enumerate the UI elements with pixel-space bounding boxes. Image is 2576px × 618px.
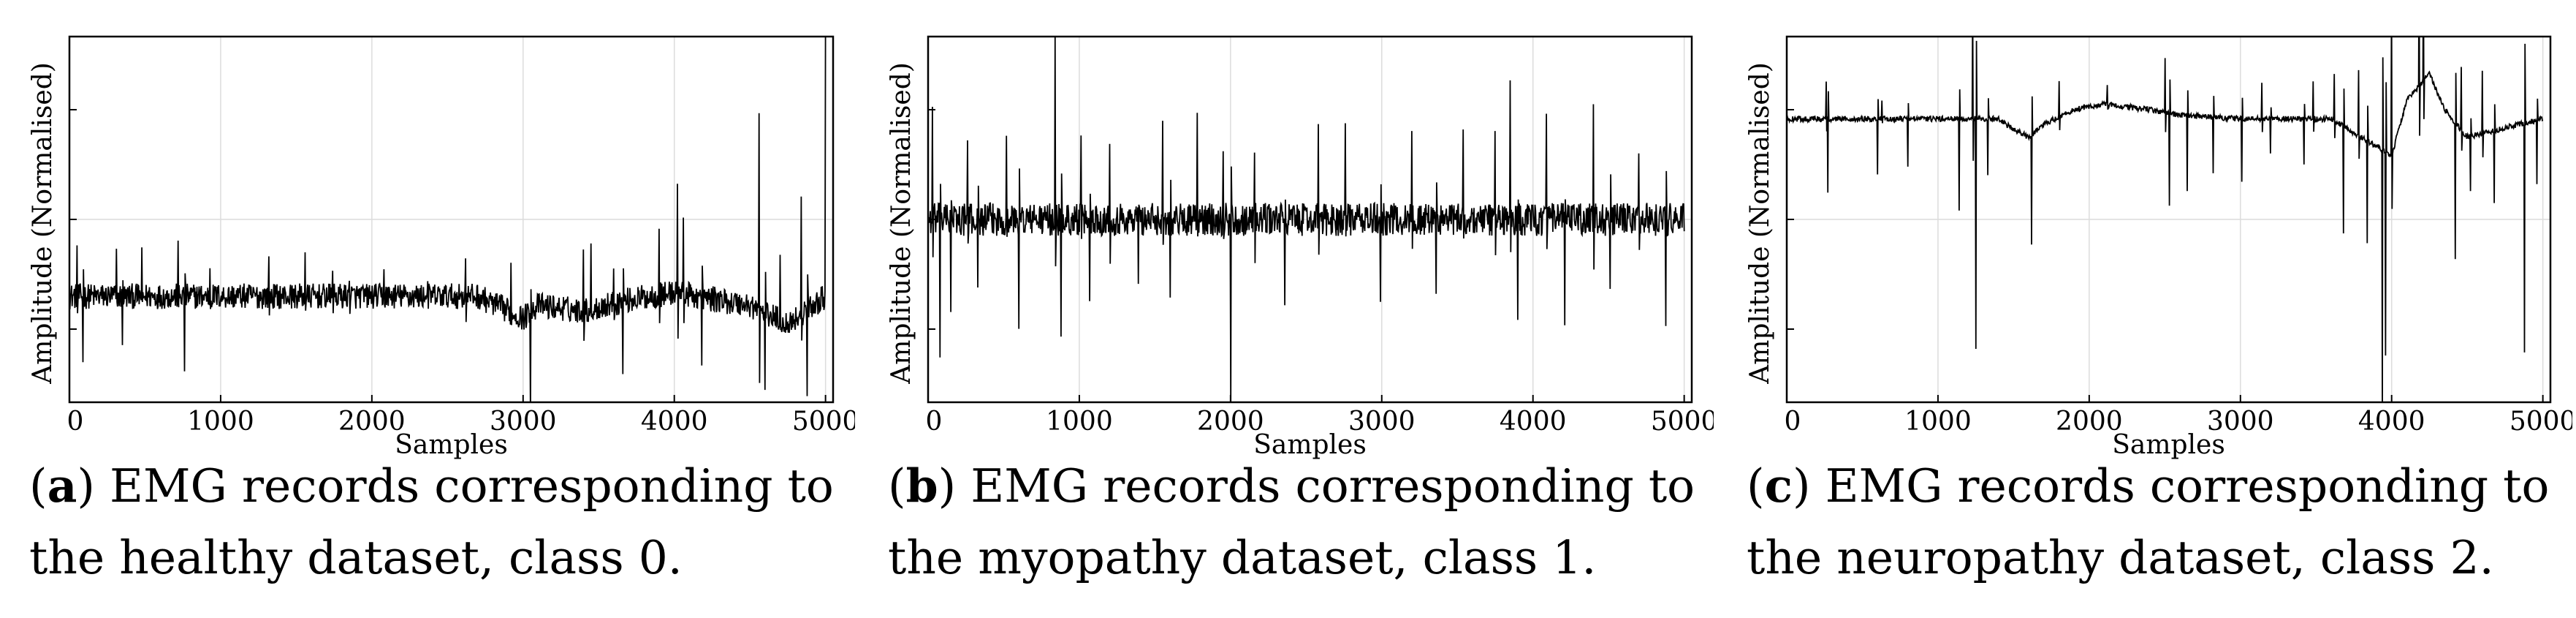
caption-text: ) EMG records corresponding to the healt… [29, 459, 834, 584]
emg-signal-line [928, 37, 1685, 402]
chart-b: 0 1000 2000 3000 4000 5000 Samples Amplitude (N… [886, 35, 1714, 460]
chart-a: 0 1000 2000 3000 4000 5000 Samples Amplitude (N… [28, 35, 855, 460]
emg-signal-line [1787, 37, 2544, 402]
x-tick-label: 0 [926, 407, 943, 437]
y-axis-label: Amplitude (Normalised) [886, 62, 916, 385]
x-tick-label: 2000 [338, 407, 406, 437]
x-tick-label: 2000 [1197, 407, 1264, 437]
chart-c: 0 1000 2000 3000 4000 5000 Samples Amplitude (N… [1745, 35, 2572, 460]
y-axis-label: Amplitude (Normalised) [28, 62, 58, 385]
caption-c: (c) EMG records corresponding to the neu… [1747, 459, 2550, 584]
x-tick-label: 4000 [641, 407, 708, 437]
x-tick-label: 1000 [1904, 407, 1972, 437]
x-axis-label: Samples [395, 430, 508, 460]
x-axis-label: Samples [2112, 430, 2225, 460]
caption-letter: c [1764, 459, 1793, 513]
x-axis-label: Samples [1253, 430, 1367, 460]
x-tick-label: 5000 [792, 407, 855, 437]
caption-letter: b [905, 459, 938, 513]
x-tick-label: 0 [1785, 407, 1801, 437]
x-tick-label: 4000 [1500, 407, 1567, 437]
caption-a: (a) EMG records corresponding to the hea… [29, 459, 834, 584]
x-tick-label: 5000 [1651, 407, 1714, 437]
caption-text: ) EMG records corresponding to the neuro… [1747, 459, 2550, 584]
x-tick-label: 1000 [1046, 407, 1113, 437]
y-axis-label: Amplitude (Normalised) [1745, 62, 1775, 385]
x-tick-label: 1000 [187, 407, 254, 437]
x-tick-label: 3000 [490, 407, 557, 437]
x-tick-label: 4000 [2358, 407, 2425, 437]
chart-panel-a: 0 1000 2000 3000 4000 5000 Samples Amplitude (N… [0, 0, 855, 618]
x-tick-label: 3000 [2207, 407, 2274, 437]
chart-panel-c: 0 1000 2000 3000 4000 5000 Samples Amplitude (N… [1717, 0, 2572, 618]
x-tick-label: 5000 [2509, 407, 2572, 437]
caption-text: ) EMG records corresponding to the myopa… [888, 459, 1695, 584]
x-tick-label: 2000 [2056, 407, 2123, 437]
x-tick-label: 0 [67, 407, 84, 437]
chart-panel-b: 0 1000 2000 3000 4000 5000 Samples Amplitude (N… [859, 0, 1714, 618]
x-tick-label: 3000 [1348, 407, 1416, 437]
emg-signal-line [69, 37, 827, 402]
caption-b: (b) EMG records corresponding to the myo… [888, 459, 1695, 584]
caption-letter: a [47, 459, 77, 513]
